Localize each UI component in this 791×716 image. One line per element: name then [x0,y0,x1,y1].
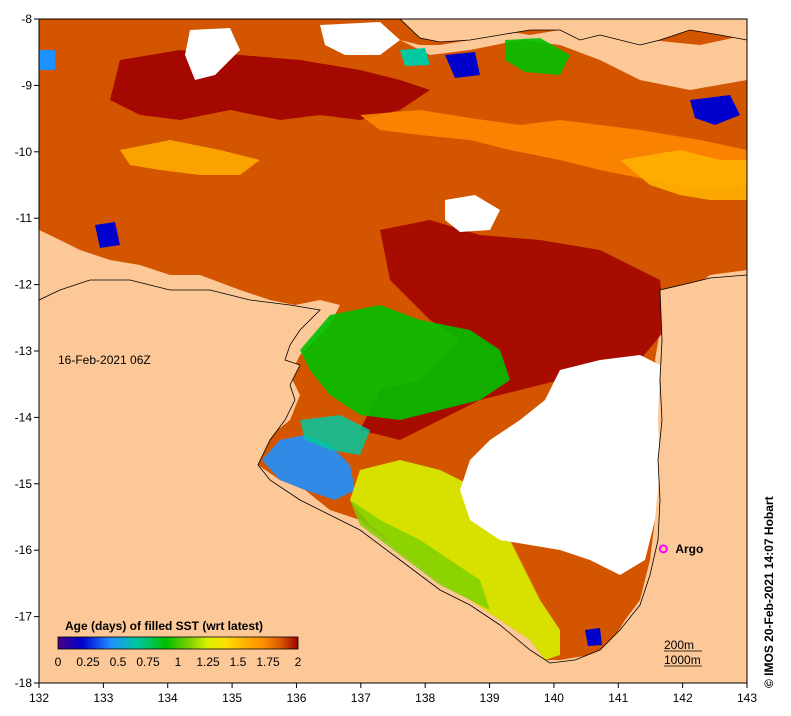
y-tick-label: -15 [15,477,33,491]
x-tick-label: 136 [286,691,306,705]
y-tick-label: -13 [15,344,33,358]
legend-tick-label: 0.75 [136,655,160,669]
legend-ticks: 0 0.25 0.5 0.75 1 1.25 1.5 1.75 2 [55,655,302,669]
legend-tick-label: 1.25 [196,655,220,669]
x-tick-label: 142 [673,691,693,705]
x-tick-label: 138 [415,691,435,705]
age-0.25-patch-west [95,222,120,248]
y-tick-label: -11 [16,211,33,225]
contour-key: 200m 1000m [664,638,702,667]
y-tick-label: -8 [21,12,32,26]
legend-title: Age (days) of filled SST (wrt latest) [65,619,263,633]
x-axis: 132 133 134 135 136 137 138 139 140 141 142 143 [29,683,757,705]
legend-tick-label: 0.5 [110,655,127,669]
age-1-region-gulf [300,305,510,420]
legend-tick-label: 0.25 [76,655,100,669]
age-1.25-region-gulf [350,500,490,610]
age-1.5-region-east [620,150,747,200]
no-data-region-north [185,28,240,80]
x-tick-label: 135 [222,691,242,705]
no-data-region-north-center [320,22,400,55]
contour-200-label: 200m [664,638,694,652]
legend-tick-label: 0 [55,655,62,669]
argo-marker-icon [658,544,668,554]
y-tick-label: -18 [15,676,33,690]
x-tick-label: 140 [544,691,564,705]
x-tick-label: 143 [737,691,757,705]
y-tick-label: -9 [21,78,32,92]
no-data-region-center [445,195,500,232]
x-tick-label: 139 [480,691,500,705]
x-tick-label: 137 [351,691,371,705]
age-0.75-region-gulf-southwest [300,415,370,455]
x-tick-label: 141 [608,691,628,705]
x-tick-label: 133 [93,691,113,705]
age-0.25-patch-southeast [585,628,602,646]
legend-tick-label: 1 [175,655,182,669]
plot-area [39,19,747,683]
y-tick-label: -17 [15,610,33,624]
age-1.5-region-west [120,140,260,175]
argo-label: Argo [675,542,703,556]
y-tick-label: -10 [15,145,33,159]
x-tick-label: 132 [29,691,49,705]
age-0.5-region-gulf-west [262,435,355,500]
date-label: 16-Feb-2021 06Z [58,353,151,367]
legend-colorbar [57,636,299,650]
age-0.25-patch-northeast [690,95,740,125]
x-tick-label: 134 [158,691,178,705]
imos-credit: © IMOS 20-Feb-2021 14:07 Hobart [762,496,776,688]
legend-tick-label: 1.5 [230,655,247,669]
age-1.25-region-south [350,460,560,660]
no-data-region-southeast [460,355,660,575]
age-0.5-patch-corner [39,50,55,70]
legend-tick-label: 1.75 [256,655,280,669]
age-0.75-patch-north [400,48,430,66]
y-tick-label: -16 [15,543,33,557]
legend-tick-label: 2 [295,655,302,669]
argo-marker[interactable]: Argo [658,542,704,556]
north-coastline-outline [399,19,747,46]
y-axis: -8 -9 -10 -11 -12 -13 -14 -15 -16 -17 -18 [15,12,39,690]
age-0.25-patch-north [445,52,480,78]
cape-york-land [39,275,747,683]
coastline-outline [39,274,747,664]
y-tick-label: -12 [15,278,33,292]
new-guinea-land [400,19,747,45]
contour-1000-label: 1000m [664,653,701,667]
age-1-region-north [505,38,570,75]
y-tick-label: -14 [15,410,33,424]
